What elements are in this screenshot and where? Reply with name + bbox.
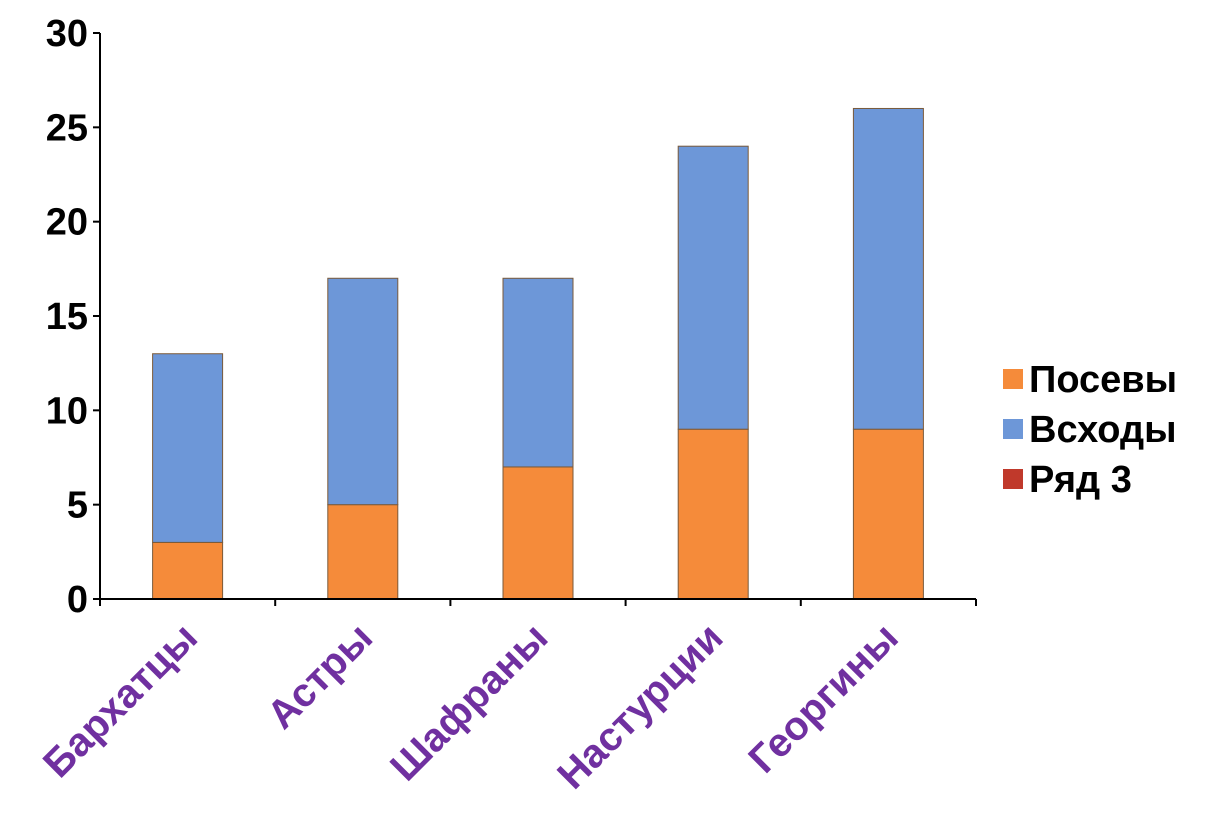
bar-vskhody-3 — [502, 277, 574, 468]
bar-posevy-2 — [327, 504, 399, 600]
legend: Посевы Всходы Ряд 3 — [1003, 359, 1177, 501]
y-tick-label: 10 — [46, 390, 88, 432]
category-label: Настурции — [549, 615, 731, 797]
y-tick-labels: 0 5 10 15 20 25 30 — [46, 13, 88, 621]
y-tick-label: 15 — [46, 296, 88, 338]
bar-posevy-3 — [502, 466, 574, 600]
y-tick-label: 5 — [67, 485, 88, 527]
bar-posevy-4 — [677, 428, 749, 600]
category-label: Георгины — [740, 615, 906, 781]
bars-layer — [152, 107, 924, 600]
legend-swatch — [1003, 419, 1023, 439]
category-label: Астры — [259, 615, 381, 737]
legend-label: Всходы — [1029, 409, 1177, 451]
bar-posevy-1 — [152, 541, 224, 600]
y-tick-label: 20 — [46, 202, 88, 244]
axes-layer — [93, 32, 977, 606]
legend-swatch — [1003, 369, 1023, 389]
bar-vskhody-4 — [677, 145, 749, 430]
y-tick-label: 0 — [67, 579, 88, 621]
category-label: Бархатцы — [35, 615, 206, 786]
bar-vskhody-1 — [152, 353, 224, 543]
category-label: Шафраны — [382, 615, 556, 789]
legend-label: Посевы — [1029, 359, 1177, 401]
y-tick-label: 25 — [46, 107, 88, 149]
legend-swatch — [1003, 469, 1023, 489]
y-tick-label: 30 — [46, 13, 88, 55]
legend-label: Ряд 3 — [1029, 459, 1132, 501]
bar-posevy-5 — [852, 428, 924, 600]
bar-vskhody-2 — [327, 277, 399, 506]
bar-vskhody-5 — [852, 107, 924, 430]
